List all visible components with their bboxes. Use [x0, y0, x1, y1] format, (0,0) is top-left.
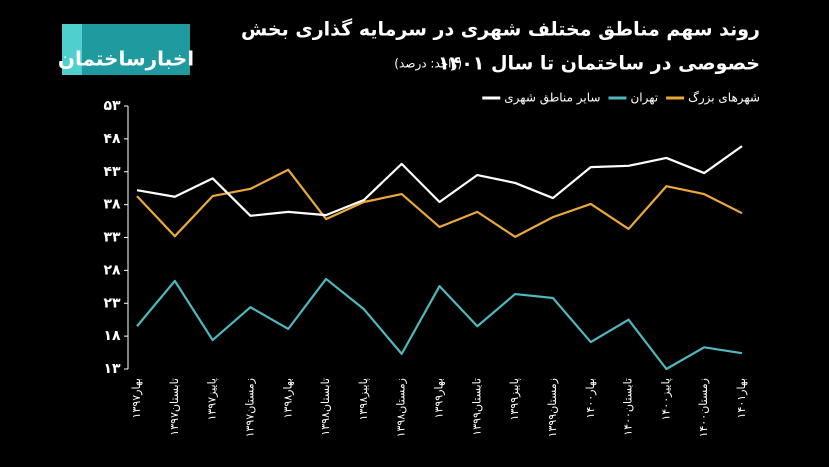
x-tick-label: تابستان۱۳۹۸ — [319, 378, 332, 436]
series-line — [136, 168, 743, 238]
x-tick-label: پاییز۱۳۹۸ — [357, 378, 370, 421]
x-tick-label: بهار۱۳۹۹ — [433, 378, 446, 418]
y-tick-label: ۵۳ — [103, 98, 121, 114]
y-tick-label: ۳۳ — [103, 230, 121, 246]
x-tick-label: بهار۱۳۹۸ — [281, 378, 294, 418]
logo-accent — [62, 24, 82, 75]
y-tick-label: ۱۳ — [103, 361, 121, 377]
y-tick-label: ۱۸ — [103, 328, 121, 344]
x-tick-label: زمستان۱۳۹۷ — [243, 378, 256, 437]
y-tick-label: ۴۸ — [103, 131, 121, 147]
series-line — [136, 145, 743, 217]
legend-label: تهران — [630, 91, 658, 106]
x-tick-label: بهار۱۳۹۷ — [130, 378, 143, 418]
chart-title: روند سهم مناطق مختلف شهری در سرمایه گذار… — [241, 18, 760, 41]
x-tick-label: زمستان۱۴۰۰ — [697, 378, 710, 437]
chart-title: خصوصی در ساختمان تا سال ۱۴۰۱ — [438, 53, 760, 75]
x-tick-label: بهار۱۴۰۰ — [584, 378, 597, 418]
y-tick-label: ۲۸ — [103, 262, 121, 278]
x-tick-label: زمستان۱۳۹۸ — [395, 378, 408, 437]
y-tick-label: ۴۳ — [103, 164, 121, 180]
x-tick-label: تابستان۱۳۹۹ — [470, 378, 483, 436]
x-tick-label: پاییز۱۳۹۷ — [206, 378, 219, 421]
legend-label: شهرهای بزرگ — [688, 91, 760, 106]
y-tick-label: ۲۳ — [103, 295, 121, 311]
logo: اخبارساختمان — [58, 47, 194, 71]
legend-label: سایر مناطق شهری — [504, 91, 600, 106]
x-tick-label: پاییز۱۴۰۰ — [659, 378, 672, 421]
y-tick-label: ۳۸ — [103, 197, 121, 213]
x-tick-label: تابستان۱۳۹۷ — [168, 378, 181, 436]
x-tick-label: بهار۱۴۰۱ — [735, 378, 748, 418]
x-tick-label: پاییز۱۳۹۹ — [508, 378, 521, 421]
series-line — [136, 277, 743, 371]
x-tick-label: زمستان۱۳۹۹ — [546, 378, 559, 437]
x-tick-label: تابستان۱۴۰۰ — [622, 378, 635, 436]
logo-box — [62, 24, 190, 75]
chart-subtitle: (واحد: درصد) — [394, 57, 462, 72]
